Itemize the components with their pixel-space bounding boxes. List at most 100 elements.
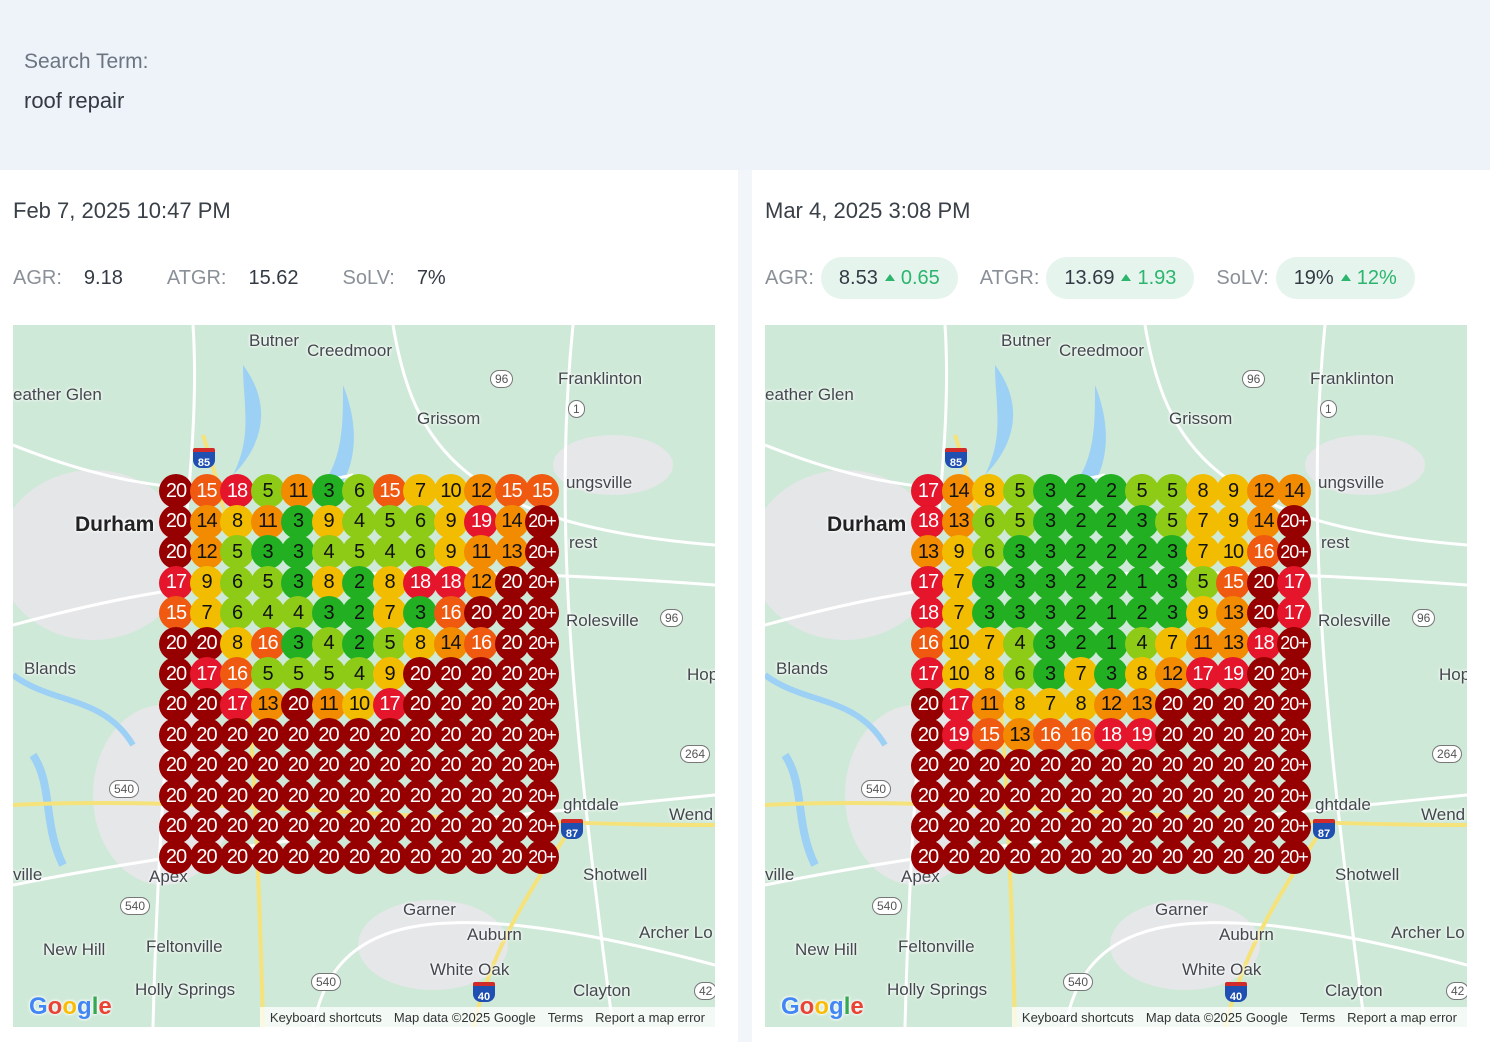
rank-pin[interactable]: 20 (220, 809, 254, 844)
rank-pin[interactable]: 14 (189, 504, 224, 539)
rank-pin[interactable]: 2 (1063, 504, 1098, 539)
rank-pin[interactable]: 20 (911, 718, 945, 752)
rank-pin[interactable]: 14 (494, 504, 529, 539)
rank-pin[interactable]: 20+ (1277, 626, 1311, 661)
rank-pin[interactable]: 19 (1216, 657, 1250, 691)
rank-pin[interactable]: 6 (220, 565, 254, 600)
rank-pin[interactable]: 20 (281, 748, 315, 783)
rank-pin[interactable]: 20 (1185, 748, 1220, 783)
rank-pin[interactable]: 16 (1063, 718, 1098, 752)
rank-pin[interactable]: 10 (342, 687, 376, 722)
rank-pin[interactable]: 2 (1124, 535, 1159, 569)
rank-pin[interactable]: 5 (1155, 504, 1189, 539)
rank-pin[interactable]: 20 (159, 687, 193, 722)
rank-pin[interactable]: 20+ (525, 657, 559, 691)
rank-pin[interactable]: 20 (911, 840, 945, 874)
rank-pin[interactable]: 2 (1063, 535, 1098, 569)
rank-pin[interactable]: 20 (220, 840, 254, 874)
rank-pin[interactable]: 2 (342, 626, 376, 661)
rank-pin[interactable]: 20 (1155, 748, 1189, 783)
rank-pin[interactable]: 20 (1002, 809, 1037, 844)
rank-pin[interactable]: 20 (972, 779, 1006, 813)
rank-pin[interactable]: 13 (1002, 718, 1037, 752)
rank-pin[interactable]: 7 (1155, 626, 1189, 661)
rank-pin[interactable]: 17 (1185, 657, 1220, 691)
rank-pin[interactable]: 20 (159, 809, 193, 844)
rank-pin[interactable]: 9 (372, 657, 407, 691)
rank-pin[interactable]: 20 (911, 779, 945, 813)
rank-pin[interactable]: 2 (342, 565, 376, 600)
rank-pin[interactable]: 20 (1155, 687, 1189, 722)
rank-pin[interactable]: 20 (1094, 779, 1128, 813)
rank-pin[interactable]: 7 (1185, 504, 1220, 539)
rank-pin[interactable]: 20 (494, 687, 529, 722)
rank-pin[interactable]: 16 (911, 626, 945, 661)
rank-pin[interactable]: 3 (972, 565, 1006, 600)
rank-pin[interactable]: 9 (1216, 474, 1250, 508)
rank-pin[interactable]: 13 (911, 535, 945, 569)
rank-pin[interactable]: 7 (1185, 535, 1220, 569)
rank-pin[interactable]: 20 (159, 748, 193, 783)
rank-pin[interactable]: 20 (250, 809, 285, 844)
rank-pin[interactable]: 3 (311, 596, 346, 630)
rank-pin[interactable]: 20 (1185, 840, 1220, 874)
rank-pin[interactable]: 20 (1216, 748, 1250, 783)
rank-pin[interactable]: 20 (972, 809, 1006, 844)
rank-pin[interactable]: 20 (1216, 718, 1250, 752)
rank-pin[interactable]: 7 (189, 596, 224, 630)
rank-pin[interactable]: 19 (464, 504, 498, 539)
rank-pin[interactable]: 17 (159, 565, 193, 600)
rank-pin[interactable]: 20+ (525, 565, 559, 600)
rank-pin[interactable]: 20+ (1277, 809, 1311, 844)
rank-pin[interactable]: 15 (525, 474, 559, 508)
rank-pin[interactable]: 20 (464, 779, 498, 813)
rank-pin[interactable]: 17 (911, 474, 945, 508)
rank-pin[interactable]: 3 (1033, 596, 1067, 630)
rank-pin[interactable]: 20 (1216, 809, 1250, 844)
rank-pin[interactable]: 2 (1063, 474, 1098, 508)
rank-pin[interactable]: 9 (941, 535, 976, 569)
rank-pin[interactable]: 20 (972, 840, 1006, 874)
rank-pin[interactable]: 17 (1277, 596, 1311, 630)
rank-pin[interactable]: 2 (1063, 626, 1098, 661)
rank-pin[interactable]: 20 (281, 840, 315, 874)
rank-pin[interactable]: 20 (1246, 809, 1281, 844)
rank-pin[interactable]: 12 (464, 474, 498, 508)
rank-pin[interactable]: 3 (1033, 535, 1067, 569)
rank-pin[interactable]: 20 (972, 748, 1006, 783)
rank-pin[interactable]: 5 (1002, 504, 1037, 539)
rank-pin[interactable]: 3 (1002, 535, 1037, 569)
rank-pin[interactable]: 20+ (525, 687, 559, 722)
rank-pin[interactable]: 3 (1155, 596, 1189, 630)
rank-pin[interactable]: 13 (1124, 687, 1159, 722)
rank-pin[interactable]: 20 (433, 840, 468, 874)
report-map-error-link[interactable]: Report a map error (595, 1009, 705, 1025)
rank-pin[interactable]: 11 (464, 535, 498, 569)
rank-pin[interactable]: 20 (342, 809, 376, 844)
rank-pin[interactable]: 19 (941, 718, 976, 752)
rank-pin[interactable]: 20+ (1277, 779, 1311, 813)
rank-pin[interactable]: 4 (1124, 626, 1159, 661)
rank-pin[interactable]: 20 (433, 687, 468, 722)
rank-pin[interactable]: 5 (372, 626, 407, 661)
rank-pin[interactable]: 10 (1216, 535, 1250, 569)
rank-grid-map[interactable]: Butner Creedmoor Franklinton eather Glen Gri… (13, 325, 715, 1027)
rank-pin[interactable]: 20 (1124, 748, 1159, 783)
rank-pin[interactable]: 3 (972, 596, 1006, 630)
rank-pin[interactable]: 14 (941, 474, 976, 508)
rank-pin[interactable]: 20+ (1277, 748, 1311, 783)
rank-pin[interactable]: 3 (311, 474, 346, 508)
rank-pin[interactable]: 20 (494, 840, 529, 874)
rank-pin[interactable]: 7 (372, 596, 407, 630)
rank-pin[interactable]: 12 (1155, 657, 1189, 691)
rank-pin[interactable]: 20 (342, 840, 376, 874)
rank-pin[interactable]: 20 (372, 718, 407, 752)
rank-pin[interactable]: 20+ (1277, 687, 1311, 722)
rank-pin[interactable]: 20 (250, 718, 285, 752)
rank-pin[interactable]: 20+ (1277, 657, 1311, 691)
rank-pin[interactable]: 5 (1002, 474, 1037, 508)
rank-pin[interactable]: 8 (372, 565, 407, 600)
rank-pin[interactable]: 20 (311, 779, 346, 813)
rank-pin[interactable]: 20+ (1277, 535, 1311, 569)
rank-pin[interactable]: 20 (1124, 779, 1159, 813)
